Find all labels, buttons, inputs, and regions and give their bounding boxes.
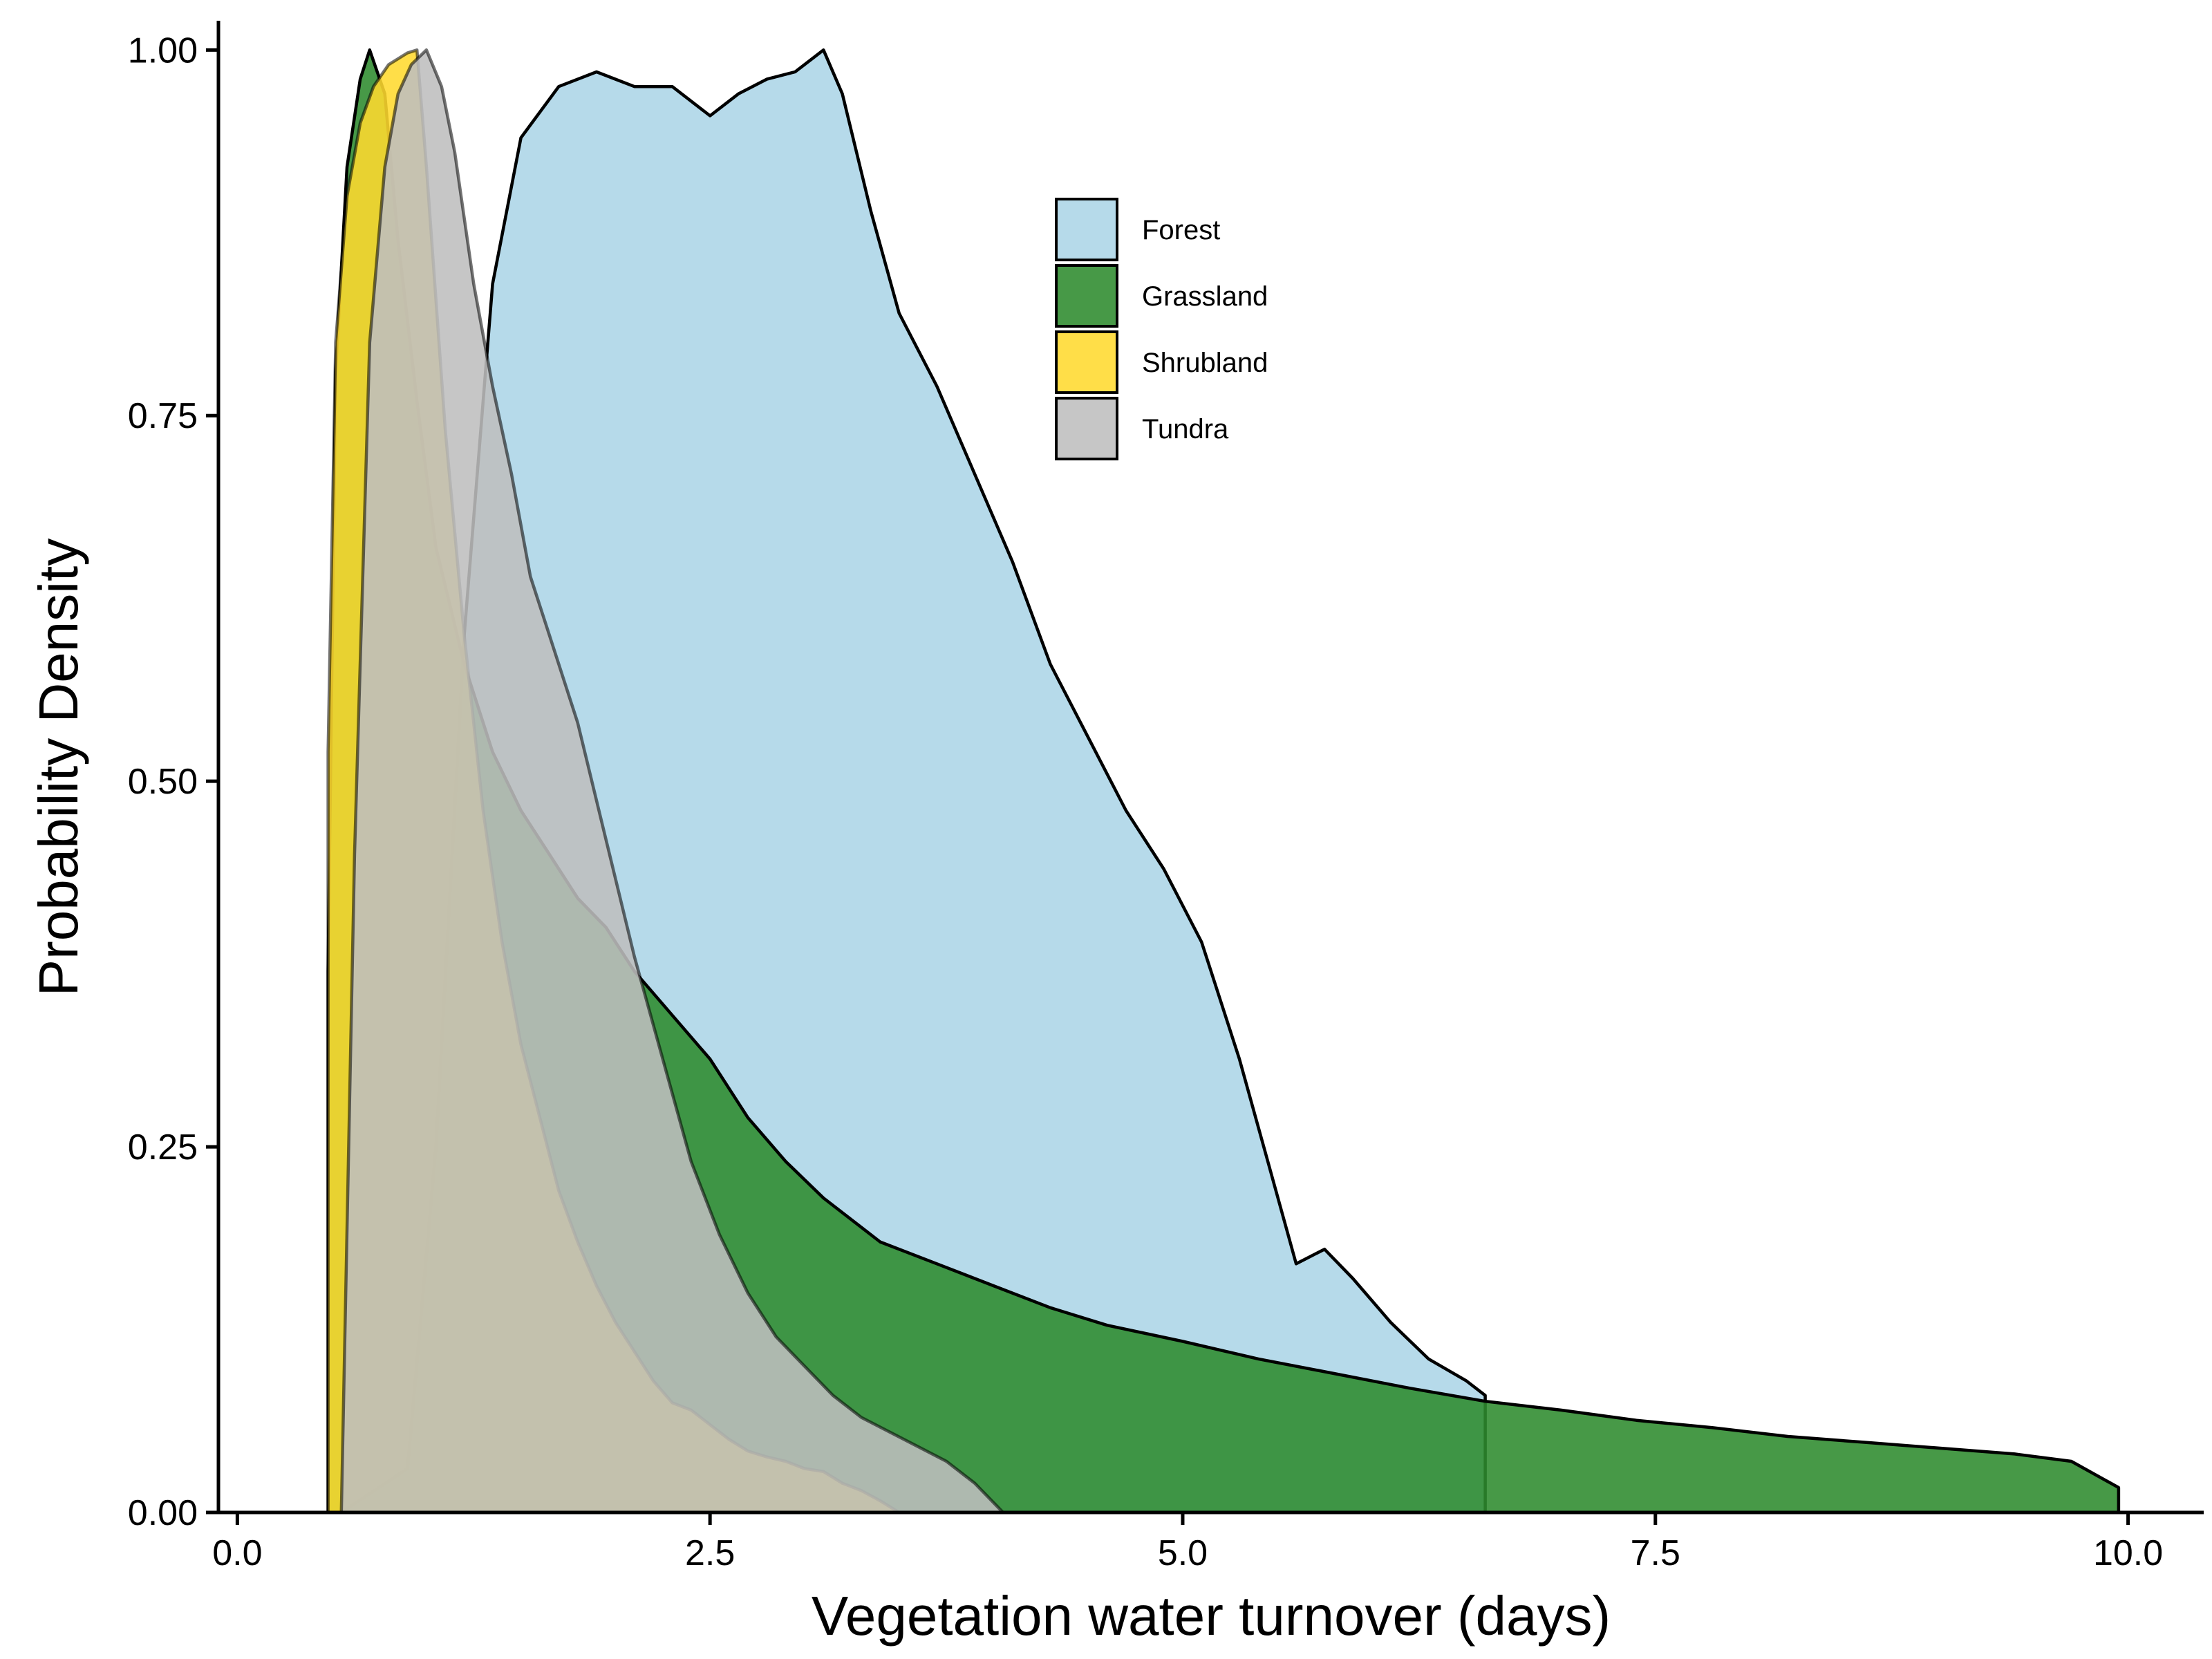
y-ticks: 0.00 0.25 0.50 0.75 1.00 xyxy=(128,30,218,1533)
x-tick-label: 10.0 xyxy=(2093,1533,2163,1573)
legend-label-grassland: Grassland xyxy=(1142,281,1268,312)
y-tick-label: 1.00 xyxy=(128,30,198,71)
x-tick-label: 7.5 xyxy=(1631,1533,1680,1573)
legend-swatch-shrubland xyxy=(1055,330,1118,394)
legend-swatch-grassland xyxy=(1055,264,1118,328)
axes xyxy=(216,21,2204,1515)
legend: Forest Grassland Shrubland Tundra xyxy=(1055,198,1268,460)
density-areas xyxy=(326,48,2121,1515)
area-tundra xyxy=(339,48,1005,1515)
y-tick-label: 0.75 xyxy=(128,396,198,436)
legend-label-shrubland: Shrubland xyxy=(1142,348,1268,378)
x-tick-label: 2.5 xyxy=(685,1533,735,1573)
x-tick-label: 0.0 xyxy=(212,1533,262,1573)
y-tick-label: 0.50 xyxy=(128,762,198,802)
x-ticks: 0.0 2.5 5.0 7.5 10.0 xyxy=(212,1512,2163,1573)
x-axis-title: Vegetation water turnover (days) xyxy=(812,1585,1611,1647)
x-tick-label: 5.0 xyxy=(1158,1533,1208,1573)
y-tick-label: 0.00 xyxy=(128,1493,198,1533)
legend-label-forest: Forest xyxy=(1142,215,1220,245)
legend-label-tundra: Tundra xyxy=(1142,414,1229,444)
legend-swatch-tundra xyxy=(1055,397,1118,460)
y-tick-label: 0.25 xyxy=(128,1127,198,1168)
y-axis-title: Probability Density xyxy=(28,538,89,997)
legend-swatch-forest xyxy=(1055,198,1118,261)
